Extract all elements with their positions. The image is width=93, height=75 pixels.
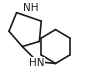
Text: HN: HN: [29, 58, 44, 68]
Text: NH: NH: [23, 3, 39, 13]
